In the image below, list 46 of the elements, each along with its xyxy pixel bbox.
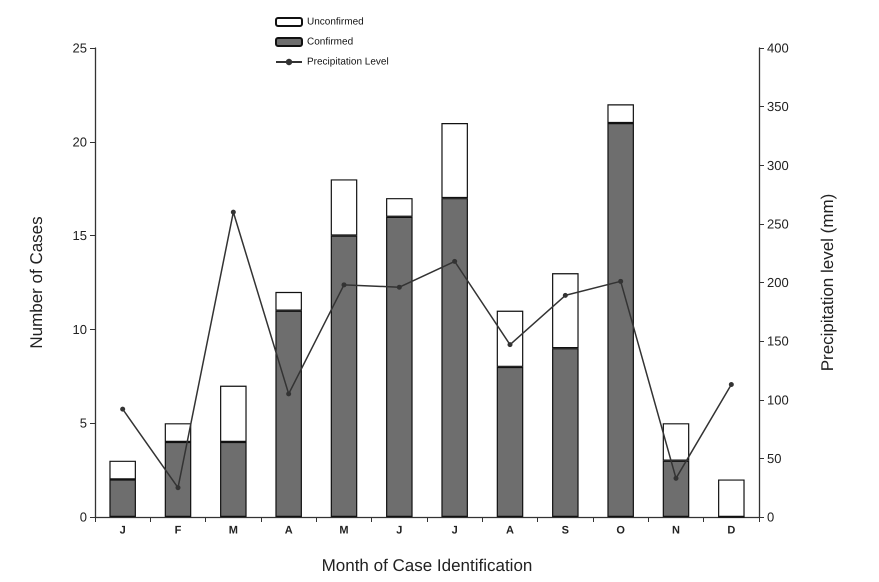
x-tick-label: O (616, 524, 626, 536)
point (286, 391, 292, 396)
y-tick-label: 15 (72, 228, 87, 244)
point (508, 342, 512, 348)
x-tick-label: J (452, 524, 458, 536)
x-tick-label: D (727, 524, 736, 536)
y2-axis-title: Precipitation level (mm) (818, 194, 837, 372)
point (618, 278, 624, 284)
y2-tick-label: 0 (767, 510, 774, 524)
legend-label: Confirmed (307, 36, 354, 48)
y-axis-title: Number of Cases (27, 216, 46, 349)
y2-tick-label: 50 (767, 450, 782, 466)
y2-tick-label: 250 (767, 216, 789, 232)
x-tick-label: A (506, 524, 514, 536)
y2-tick-label: 400 (767, 40, 789, 56)
x-tick-label: S (562, 524, 570, 536)
x-axis-title: Month of Case Identification (322, 556, 532, 575)
point (728, 382, 734, 388)
legend-label: Unconfirmed (307, 16, 364, 28)
point (342, 282, 346, 288)
legend-label: Precipitation Level (307, 56, 389, 68)
point (230, 210, 236, 215)
y-tick-label: 10 (72, 322, 87, 337)
point (176, 485, 180, 490)
y-tick-label: 0 (80, 510, 87, 524)
x-tick-label: M (339, 524, 349, 536)
y2-tick-label: 300 (767, 158, 789, 173)
y-tick-label: 20 (72, 134, 87, 150)
point (452, 258, 458, 264)
y2-tick-label: 150 (767, 334, 789, 349)
x-tick-label: M (228, 524, 238, 536)
bar (718, 479, 745, 517)
point (396, 284, 402, 290)
point (562, 292, 568, 298)
x-tick-label: J (120, 524, 126, 536)
point (674, 476, 678, 481)
y2-tick-label: 350 (767, 99, 789, 114)
y-tick-label: 5 (80, 416, 87, 431)
x-tick-label: J (396, 524, 402, 536)
x-tick-label: N (672, 524, 680, 536)
point (120, 406, 126, 412)
y2-tick-label: 100 (767, 392, 789, 408)
y-tick-label: 25 (72, 40, 87, 56)
y2-tick-label: 200 (767, 275, 789, 290)
x-tick-label: A (284, 524, 293, 536)
x-tick-label: F (174, 524, 182, 536)
